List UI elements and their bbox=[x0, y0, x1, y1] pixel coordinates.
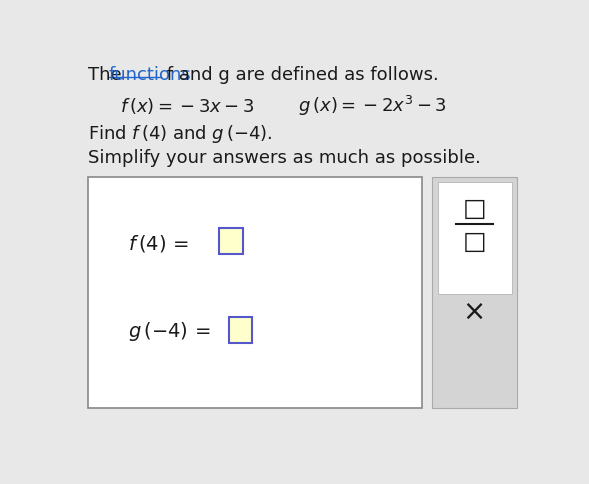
Text: □: □ bbox=[462, 229, 486, 253]
Text: □: □ bbox=[462, 197, 486, 221]
Text: $f\,(x) = -3x - 3$: $f\,(x) = -3x - 3$ bbox=[120, 96, 254, 116]
Text: f and g are defined as follows.: f and g are defined as follows. bbox=[161, 66, 439, 84]
Text: $g\,(x) = -2x^3 - 3$: $g\,(x) = -2x^3 - 3$ bbox=[299, 94, 447, 118]
Text: functions: functions bbox=[108, 66, 191, 84]
Text: The: The bbox=[88, 66, 127, 84]
FancyBboxPatch shape bbox=[229, 317, 252, 343]
FancyBboxPatch shape bbox=[88, 177, 422, 408]
Text: $g\,(-4)\, =$: $g\,(-4)\, =$ bbox=[128, 319, 211, 342]
FancyBboxPatch shape bbox=[219, 228, 243, 255]
Text: Simplify your answers as much as possible.: Simplify your answers as much as possibl… bbox=[88, 149, 481, 167]
FancyBboxPatch shape bbox=[432, 177, 517, 408]
Text: $f\,(4)\, =$: $f\,(4)\, =$ bbox=[128, 232, 189, 253]
Text: Find $f\,(4)$ and $g\,(-4)$.: Find $f\,(4)$ and $g\,(-4)$. bbox=[88, 122, 272, 144]
Text: ×: × bbox=[463, 298, 486, 326]
FancyBboxPatch shape bbox=[438, 182, 511, 294]
